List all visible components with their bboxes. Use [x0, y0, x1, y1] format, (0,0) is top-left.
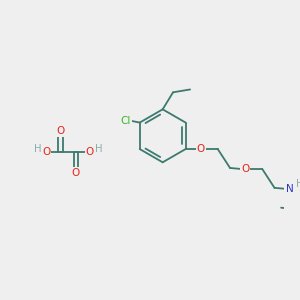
Text: O: O: [71, 168, 80, 178]
Text: H: H: [296, 179, 300, 189]
Text: O: O: [42, 147, 50, 157]
Text: N: N: [286, 184, 293, 194]
Text: H: H: [34, 144, 42, 154]
Text: H: H: [94, 144, 102, 154]
Text: O: O: [241, 164, 249, 174]
Text: O: O: [196, 144, 205, 154]
Text: O: O: [56, 126, 65, 136]
Text: Cl: Cl: [120, 116, 131, 126]
Text: O: O: [86, 147, 94, 157]
